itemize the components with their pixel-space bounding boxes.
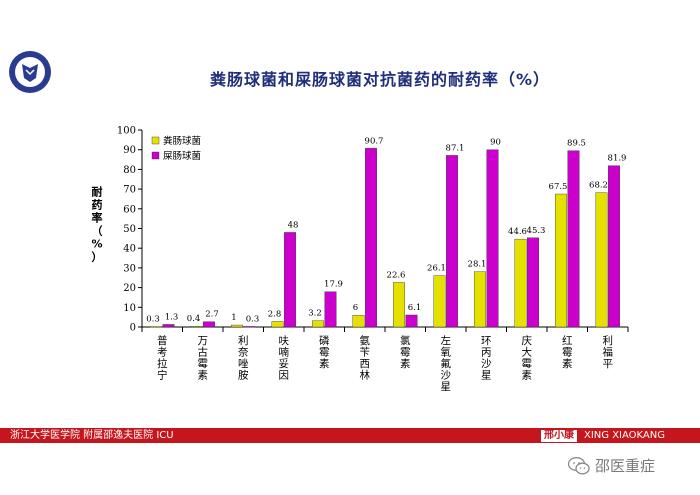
bar-faecium	[446, 155, 458, 328]
y-tick-label: 100	[117, 126, 136, 137]
bar-faecium	[486, 149, 499, 328]
bar-faecalis	[474, 271, 486, 328]
bar-faecium	[284, 232, 296, 328]
x-tick-label: 氨苄西林	[360, 334, 371, 382]
data-label: 17.9	[324, 280, 343, 290]
data-label: 3.2	[308, 309, 322, 319]
data-label: 89.5	[567, 139, 586, 149]
x-tick-label: 环丙沙星	[481, 335, 492, 382]
data-label: 81.9	[608, 154, 627, 164]
bar-faecalis	[352, 314, 365, 328]
watermark: 邵医重症	[568, 455, 655, 476]
legend-label: 粪肠球菌	[163, 135, 201, 147]
data-label: 48	[288, 220, 299, 230]
author-name: 邢小康	[540, 428, 578, 443]
legend-swatch	[151, 136, 160, 145]
bar-faecium	[365, 148, 377, 328]
y-tick-label: 20	[123, 283, 136, 294]
bar-faecium	[203, 321, 215, 328]
bar-faecium	[405, 314, 418, 328]
data-label: 1.3	[165, 312, 179, 322]
author-name-en: XING XIAOKANG	[584, 430, 665, 441]
bar-faecalis	[312, 320, 324, 328]
y-axis-label: 耐药率（%）	[91, 185, 102, 264]
y-tick-label: 80	[123, 165, 136, 176]
bar-faecium	[162, 324, 175, 328]
x-tick-label: 庆大霉素	[522, 334, 533, 382]
bar-chart: 0 10 20 30 40 50 60 70 80 90 100 耐药率（%） 普考拉宁 万古霉素 利奈唑胺…	[91, 126, 629, 393]
x-tick-label: 红霉素	[562, 334, 573, 370]
wechat-icon	[568, 456, 590, 474]
footer-institution: 浙江大学医学院 附属邵逸夫医院 ICU	[10, 430, 174, 441]
bar-faecalis	[190, 326, 203, 328]
data-label: 26.1	[427, 264, 446, 274]
data-label: 22.6	[387, 270, 406, 280]
bar-faecium	[243, 326, 256, 328]
data-label: 45.3	[527, 226, 546, 236]
university-logo	[9, 51, 51, 93]
y-tick-label: 40	[123, 244, 136, 255]
data-label: 90	[490, 138, 501, 148]
bar-faecalis	[514, 238, 527, 328]
x-tick-label: 利福平	[603, 335, 614, 370]
data-label: 87.1	[446, 143, 465, 153]
y-tick-label: 30	[123, 263, 136, 274]
data-label: 0.3	[246, 314, 260, 324]
data-label: 6.1	[408, 303, 422, 313]
y-tick-label: 90	[123, 145, 136, 156]
x-tick-label: 万古霉素	[198, 335, 209, 382]
x-tick-label: 氯霉素	[400, 334, 411, 370]
x-tick-label: 左氧氟沙星	[441, 334, 452, 393]
x-tick-label: 磷霉素	[319, 334, 330, 370]
y-tick-label: 60	[123, 204, 136, 215]
y-tick-label: 10	[123, 303, 136, 314]
data-label: 68.2	[589, 181, 608, 191]
bar-faecium	[527, 237, 539, 328]
y-tick-label: 50	[123, 224, 136, 235]
x-tick-label: 呋喃妥因	[279, 335, 290, 382]
data-label: 2.8	[268, 309, 282, 319]
legend-label: 屎肠球菌	[163, 150, 201, 162]
bar-faecalis	[433, 275, 446, 328]
watermark-text: 邵医重症	[595, 457, 656, 475]
bar-faecalis	[150, 326, 162, 328]
data-label: 1	[231, 313, 236, 323]
data-label: 6	[353, 303, 358, 313]
data-label: 44.6	[508, 227, 527, 237]
data-label: 0.3	[146, 314, 160, 324]
data-label: 0.4	[187, 314, 201, 324]
footer-bar	[0, 428, 700, 443]
bar-faecalis	[231, 324, 243, 328]
bar-faecalis	[393, 282, 405, 328]
bar-faecium	[608, 165, 620, 328]
footer-author: 邢小康 XING XIAOKANG	[540, 428, 665, 443]
bar-faecium	[324, 291, 337, 328]
y-tick-label: 70	[123, 185, 136, 196]
x-tick-label: 利奈唑胺	[238, 335, 249, 382]
y-tick-label: 0	[130, 323, 136, 334]
data-label: 2.7	[205, 310, 219, 320]
page-title: 粪肠球菌和屎肠球菌对抗菌药的耐药率（%）	[209, 70, 551, 89]
bar-faecalis	[271, 321, 284, 328]
data-label: 90.7	[365, 136, 384, 146]
data-label: 28.1	[468, 260, 487, 270]
data-label: 67.5	[549, 182, 568, 192]
x-tick-label: 普考拉宁	[157, 334, 168, 382]
bar-faecalis	[595, 192, 608, 328]
bar-faecalis	[555, 193, 567, 328]
legend-swatch	[151, 151, 160, 160]
bar-faecium	[567, 150, 580, 328]
